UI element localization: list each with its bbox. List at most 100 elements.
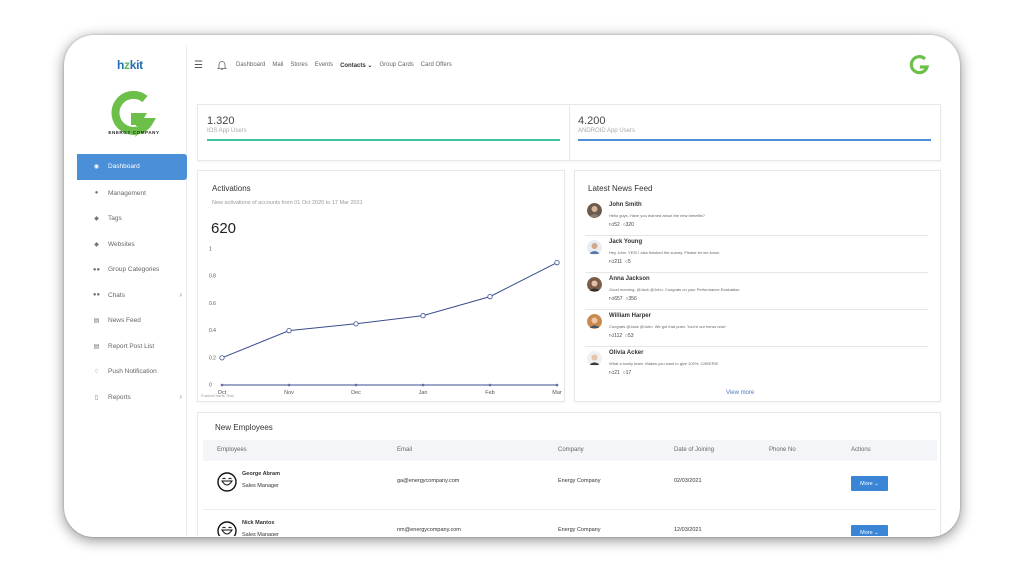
nav-contacts-dropdown[interactable]: Contacts ⌄ (340, 62, 373, 69)
brand-logo[interactable]: hzkit (117, 58, 143, 72)
y-tick-label: 1 (209, 247, 212, 253)
employee-name: George Abram (242, 471, 281, 477)
table-header: Employees Email Company Date of Joining … (203, 440, 937, 461)
employee-date: 12/03/2021 (674, 527, 702, 533)
feed-item[interactable]: Olivia Acker What a lovely team. Makes y… (585, 347, 928, 384)
sidebar-item-dashboard[interactable]: ◉ Dashboard (77, 154, 187, 180)
feed-item[interactable]: Jack Young Hey John. YES! I also finishe… (585, 236, 928, 273)
data-point (287, 383, 291, 387)
top-nav: Dashboard Mail Stores Events Contacts ⌄ … (236, 62, 459, 69)
sidebar-menu: ◉ Dashboard ● Management ◆ Tags ◆ Websit… (77, 154, 187, 410)
android-users-bar (578, 139, 931, 141)
sidebar: hzkit ENERGY COMPANY ◉ Dashboard ● Manag… (77, 46, 187, 536)
more-actions-button[interactable]: More ⌄ (851, 476, 888, 491)
sidebar-item-label: Websites (108, 240, 135, 248)
avatar (587, 277, 602, 292)
stats-divider (569, 105, 570, 160)
data-point (487, 293, 493, 300)
comment-icon[interactable]: ○ (625, 333, 629, 339)
nav-dashboard[interactable]: Dashboard (236, 61, 266, 68)
feed-message: What a lovely team. Makes you want to gi… (609, 361, 719, 366)
tag-icon: ◆ (94, 216, 99, 223)
device-frame: hzkit ENERGY COMPANY ◉ Dashboard ● Manag… (64, 35, 960, 537)
data-point (354, 383, 358, 387)
data-point (421, 383, 425, 387)
thumbs-up-icon[interactable]: 👍︎ (609, 370, 615, 376)
sidebar-item-label: Push Notification (108, 368, 157, 376)
comment-icon[interactable]: ○ (625, 259, 629, 265)
feed-author: Jack Young (609, 239, 643, 245)
sidebar-item-report-post-list[interactable]: ▤ Report Post List (77, 334, 187, 360)
company-logo-icon (111, 90, 157, 137)
newspaper-icon: ▤ (93, 343, 100, 350)
dashboard-icon: ◉ (93, 164, 100, 171)
avatar (587, 240, 602, 255)
thumbs-up-icon[interactable]: 👍︎ (609, 222, 615, 228)
data-point (554, 259, 560, 266)
thumbs-up-icon[interactable]: 👍︎ (609, 259, 615, 265)
comment-icon[interactable]: ○ (622, 370, 626, 376)
avatar (587, 351, 602, 366)
feed-item[interactable]: William Harper Congrats @Jack @John. We … (585, 310, 928, 347)
chevron-right-icon: › (179, 291, 182, 299)
col-employees: Employees (217, 447, 247, 453)
profile-logo-icon[interactable] (908, 54, 930, 76)
newspaper-icon: ▤ (93, 318, 100, 325)
more-actions-button[interactable]: More ⌄ (851, 525, 888, 536)
comment-icon[interactable]: ○ (625, 296, 629, 302)
sidebar-item-reports[interactable]: ▯ Reports › (77, 385, 187, 411)
nav-events[interactable]: Events (314, 61, 334, 68)
feed-author: William Harper (609, 313, 651, 319)
hamburger-menu-icon[interactable]: ☰ (194, 59, 203, 71)
feed-item[interactable]: Anna Jackson Good morning, @Jack @John. … (585, 273, 928, 310)
x-tick-label: Feb (485, 390, 494, 396)
employee-email: nm@energycompany.com (397, 527, 461, 533)
thumbs-up-icon[interactable]: 👍︎ (609, 333, 615, 339)
chevron-right-icon: › (179, 393, 182, 401)
tag-icon: ◆ (94, 241, 99, 248)
data-point (555, 383, 559, 387)
company-name: ENERGY COMPANY (108, 130, 160, 135)
topbar: ☰ Dashboard Mail Stores Events Contacts … (187, 46, 947, 84)
smiley-avatar-icon (217, 521, 237, 536)
nav-mail[interactable]: Mail (272, 61, 284, 68)
android-users-label: ANDROID App Users (578, 128, 636, 134)
col-date-of-joining: Date of Joining (674, 447, 715, 453)
y-tick-label: 0.6 (209, 301, 216, 307)
table-row: George Abram Sales Manager ga@energycomp… (215, 468, 937, 508)
thumbs-up-icon[interactable]: 👍︎ (609, 296, 615, 302)
sidebar-item-news-feed[interactable]: ▤ News Feed (77, 308, 187, 334)
notification-bell-icon[interactable] (216, 59, 228, 71)
nav-stores[interactable]: Stores (290, 61, 308, 68)
sidebar-item-push-notification[interactable]: ♢ Push Notification (77, 359, 187, 385)
user-icon: ● (94, 190, 99, 197)
nav-card-offers[interactable]: Card Offers (420, 61, 452, 68)
sidebar-item-tags[interactable]: ◆ Tags (77, 206, 187, 232)
app-screen: hzkit ENERGY COMPANY ◉ Dashboard ● Manag… (77, 46, 947, 536)
ios-users-bar (207, 139, 560, 141)
employee-date: 02/03/2021 (674, 478, 702, 484)
feed-author: John Smith (609, 202, 642, 208)
file-icon: ▯ (94, 394, 99, 401)
sidebar-item-management[interactable]: ● Management (77, 181, 187, 207)
sidebar-item-group-categories[interactable]: ●● Group Categories (77, 257, 187, 283)
employee-company: Energy Company (558, 527, 601, 533)
feed-message: Good morning, @Jack @John. Congrats on y… (609, 287, 741, 292)
comment-icon[interactable]: ○ (622, 222, 626, 228)
activations-line-chart: 0 0.2 0.4 0.6 0.8 1 Oct Nov Dec Jan Feb Mar (209, 247, 562, 397)
smiley-avatar-icon (217, 472, 237, 492)
view-more-link[interactable]: View more (726, 390, 755, 396)
feed-item[interactable]: John Smith Hello guys. Have you learned … (585, 199, 928, 236)
sidebar-item-websites[interactable]: ◆ Websites (77, 232, 187, 258)
feed-message: Hey John. YES! I also finished the surve… (609, 250, 720, 255)
activations-subtitle: New activations of accounts from 01 Oct … (212, 200, 363, 206)
col-company: Company (558, 447, 584, 453)
data-point (286, 328, 292, 334)
feed-author: Olivia Acker (609, 350, 644, 356)
employee-role: Sales Manager (242, 483, 279, 489)
data-point (420, 313, 426, 319)
y-tick-label: 0 (209, 383, 212, 389)
nav-group-cards[interactable]: Group Cards (379, 61, 414, 68)
sidebar-item-label: Tags (108, 215, 122, 223)
sidebar-item-chats[interactable]: ●● Chats › (77, 283, 187, 309)
